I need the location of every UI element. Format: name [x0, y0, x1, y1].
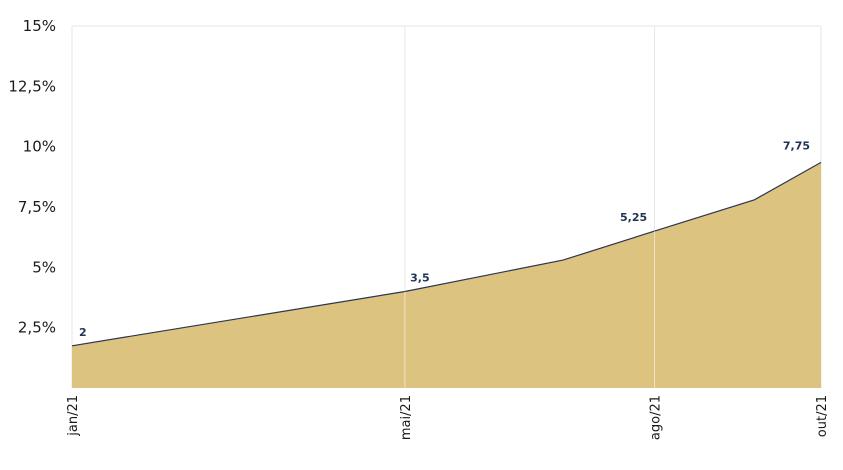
x-tick-label: jan/21	[66, 395, 81, 437]
x-tick-label: ago/21	[649, 395, 664, 440]
y-tick-label: 15%	[23, 17, 56, 35]
area-fill	[72, 162, 821, 388]
data-label: 5,25	[620, 211, 647, 224]
x-tick-label: mai/21	[399, 395, 414, 440]
y-tick-label: 10%	[23, 138, 56, 156]
y-axis: 2,5% 5% 7,5% 10% 12,5% 15%	[8, 17, 56, 337]
data-label: 2	[79, 326, 87, 339]
y-tick-label: 5%	[32, 258, 56, 276]
data-label: 7,75	[783, 139, 810, 152]
data-labels: 2 3,5 5,25 7,75	[79, 139, 810, 338]
x-axis: jan/21 mai/21 ago/21 out/21	[66, 395, 830, 440]
data-label: 3,5	[410, 271, 430, 284]
y-tick-label: 12,5%	[8, 77, 56, 95]
y-tick-label: 2,5%	[18, 319, 56, 337]
y-tick-label: 7,5%	[18, 198, 56, 216]
x-tick-label: out/21	[815, 395, 830, 437]
series-line	[71, 161, 822, 347]
